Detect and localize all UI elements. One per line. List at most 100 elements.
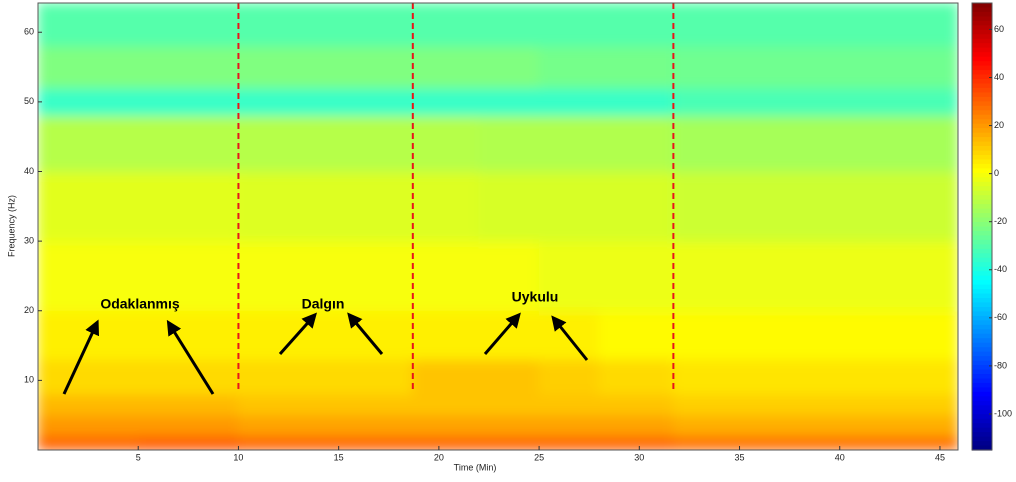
cell <box>538 170 600 242</box>
colorbar-tick-label: 40 <box>994 72 1004 82</box>
colorbar-swatch <box>972 213 992 219</box>
colorbar-swatch <box>972 159 992 165</box>
colorbar-swatch <box>972 400 992 406</box>
cell <box>859 310 958 360</box>
colorbar-swatch <box>972 418 992 424</box>
colorbar-swatch <box>972 20 992 26</box>
y-tick-label: 40 <box>24 166 34 176</box>
cell <box>38 435 139 450</box>
colorbar-swatch <box>972 190 992 196</box>
colorbar-swatch <box>972 3 992 9</box>
y-tick-label: 50 <box>24 96 34 106</box>
cell <box>759 170 861 242</box>
colorbar-swatch <box>972 244 992 250</box>
cell <box>237 414 320 437</box>
cell <box>412 3 480 47</box>
cell <box>598 393 674 416</box>
cell <box>538 435 600 450</box>
cell <box>38 393 139 416</box>
colorbar-swatch <box>972 119 992 125</box>
colorbar-swatch <box>972 226 992 232</box>
colorbar-swatch <box>972 61 992 67</box>
cell <box>538 45 600 89</box>
cell <box>237 435 320 450</box>
colorbar-swatch <box>972 56 992 62</box>
cell <box>672 393 761 416</box>
y-axis-label: Frequency (Hz) <box>6 195 16 257</box>
colorbar-swatch <box>972 414 992 420</box>
colorbar-tick-label: -100 <box>994 408 1012 418</box>
colorbar-swatch <box>972 16 992 22</box>
overlay <box>237 3 675 390</box>
cell <box>318 170 414 242</box>
x-tick-label: 10 <box>233 452 243 462</box>
cell <box>759 45 861 89</box>
colorbar-swatch <box>972 146 992 152</box>
x-tick-label: 25 <box>534 452 544 462</box>
cell <box>478 358 540 395</box>
colorbar-swatch <box>972 235 992 241</box>
colorbar-swatch <box>972 391 992 397</box>
cell <box>598 170 674 242</box>
cell <box>318 45 414 89</box>
colorbar-swatch <box>972 74 992 80</box>
colorbar-swatch <box>972 329 992 335</box>
colorbar-tick-label: 20 <box>994 120 1004 130</box>
y-tick-label: 20 <box>24 305 34 315</box>
cell <box>38 87 139 117</box>
cell <box>538 310 600 360</box>
cell <box>672 170 761 242</box>
colorbar-swatch <box>972 257 992 263</box>
cell <box>598 87 674 117</box>
arrow <box>62 319 100 395</box>
cell <box>672 3 761 47</box>
cell <box>538 358 600 395</box>
colorbar-tick-label: -40 <box>994 264 1007 274</box>
colorbar-swatch <box>972 360 992 366</box>
cell <box>759 115 861 172</box>
cell <box>38 240 139 312</box>
cell <box>859 45 958 89</box>
colorbar-swatch <box>972 96 992 102</box>
cell <box>672 240 761 312</box>
cell <box>538 393 600 416</box>
cell <box>318 115 414 172</box>
colorbar-swatch <box>972 204 992 210</box>
colorbar-swatch <box>972 141 992 147</box>
colorbar-swatch <box>972 7 992 13</box>
x-tick-label: 30 <box>634 452 644 462</box>
cell <box>598 414 674 437</box>
cell <box>412 358 480 395</box>
colorbar-swatch <box>972 65 992 71</box>
colorbar-swatch <box>972 356 992 362</box>
colorbar-swatch <box>972 123 992 129</box>
x-tick-label: 45 <box>935 452 945 462</box>
plot-frame <box>37 2 959 451</box>
cell <box>859 393 958 416</box>
cell <box>318 414 414 437</box>
cell <box>538 3 600 47</box>
cell <box>137 87 239 117</box>
cell <box>412 393 480 416</box>
colorbar-swatch <box>972 172 992 178</box>
colorbar-swatch <box>972 347 992 353</box>
cell <box>478 170 540 242</box>
colorbar: -100 -80 -60 -40 -20 0 20 40 60 <box>971 2 1012 451</box>
colorbar-swatch <box>972 271 992 277</box>
colorbar-swatch <box>972 342 992 348</box>
cell <box>859 240 958 312</box>
cell <box>412 170 480 242</box>
colorbar-swatch <box>972 365 992 371</box>
arrow <box>347 312 384 355</box>
cell <box>478 414 540 437</box>
annotation: Uykulu <box>512 289 559 305</box>
colorbar-swatch <box>972 29 992 35</box>
cell <box>672 358 761 395</box>
cell <box>38 3 139 47</box>
cell <box>412 310 480 360</box>
cell <box>598 45 674 89</box>
arrow <box>483 312 521 355</box>
x-axis-label: Time (Min) <box>454 462 497 472</box>
colorbar-swatch <box>972 275 992 281</box>
cell <box>859 435 958 450</box>
